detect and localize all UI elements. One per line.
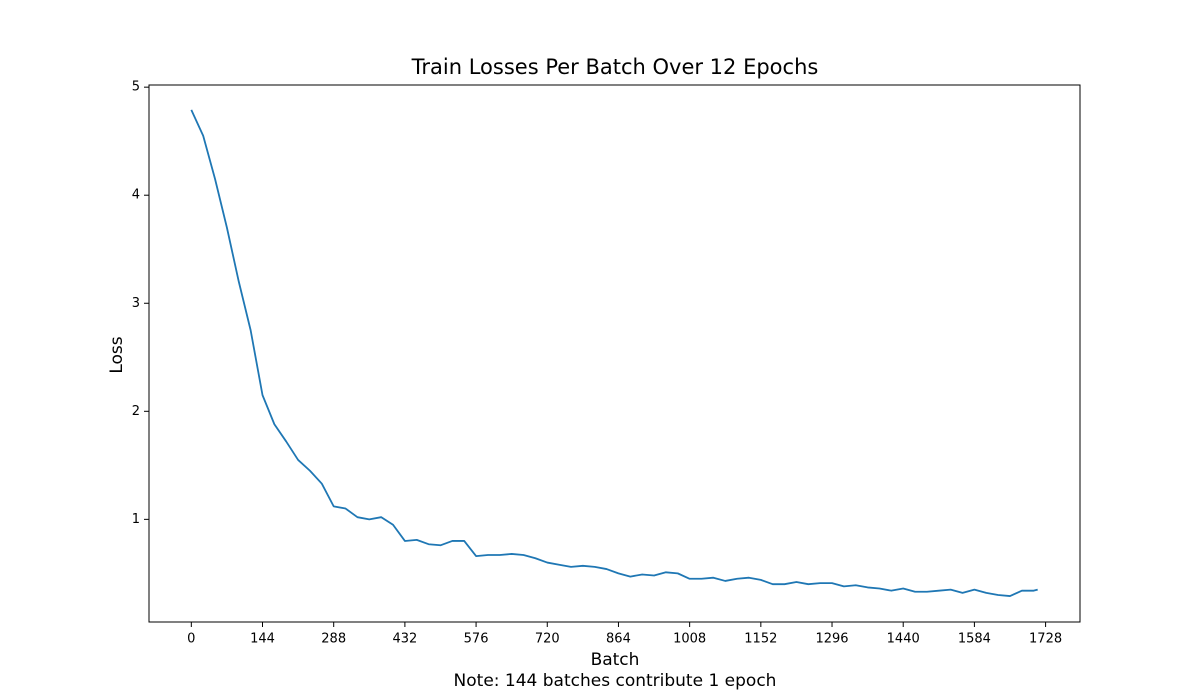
note: Note: 144 batches contribute 1 epoch	[454, 671, 777, 691]
x-tick-label: 720	[535, 632, 560, 647]
y-tick-label: 3	[132, 296, 140, 311]
x-tick-label: 144	[250, 632, 275, 647]
loss-line	[190, 109, 1038, 597]
x-tick-label: 0	[187, 632, 195, 647]
x-tick-label: 1296	[815, 632, 848, 647]
x-tick-label: 1728	[1029, 632, 1062, 647]
x-tick-label: 1152	[744, 632, 777, 647]
y-tick-label: 4	[132, 188, 140, 203]
x-tick-label: 1584	[958, 632, 991, 647]
plot-frame	[148, 84, 1081, 623]
y-tick-label: 5	[132, 80, 140, 95]
chart-title: Train Losses Per Batch Over 12 Epochs	[411, 55, 819, 79]
x-tick-label: 288	[321, 632, 346, 647]
y-tick-label: 2	[132, 404, 140, 419]
y-tick-label: 1	[132, 512, 140, 527]
x-tick-label: 1440	[887, 632, 920, 647]
x-tick-label: 1008	[673, 632, 706, 647]
x-tick-label: 432	[392, 632, 417, 647]
x-tick-label: 576	[464, 632, 489, 647]
y-axis-label: Loss	[107, 336, 127, 373]
x-tick-label: 864	[606, 632, 631, 647]
x-axis-label: Batch	[591, 650, 640, 670]
